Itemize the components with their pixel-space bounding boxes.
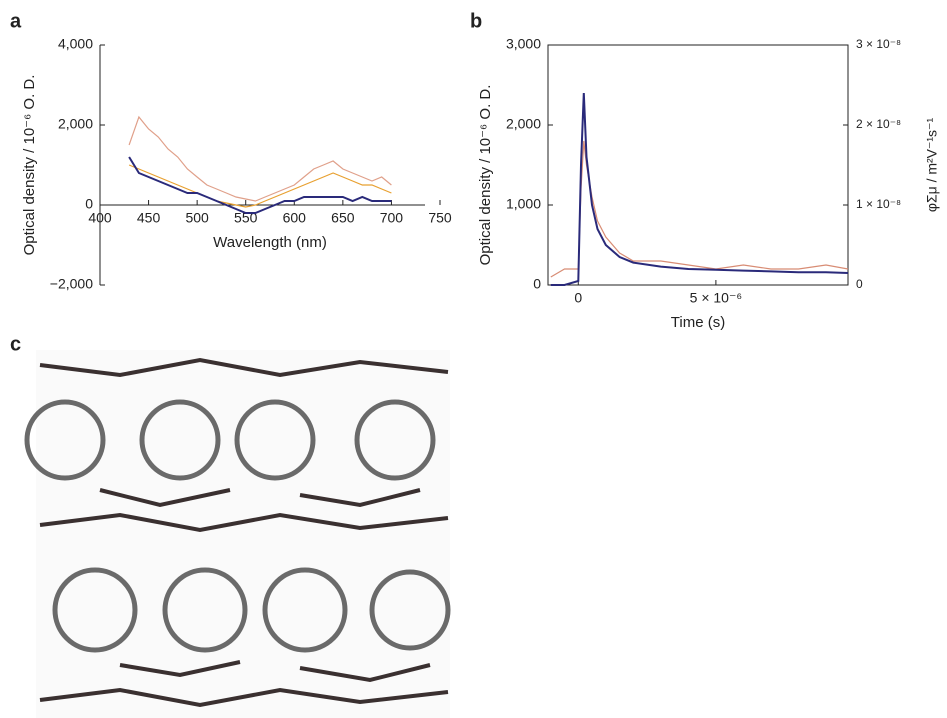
y2-axis-title: φΣμ / m²V⁻¹s⁻¹ [924, 118, 940, 213]
y-axis-title: Optical density / 10⁻⁶ O. D. [477, 85, 494, 266]
panel-label: b [470, 10, 482, 32]
x-tick-label: 5 × 10⁻⁶ [690, 290, 742, 306]
data-line [550, 140, 849, 278]
x-tick-label: 400 [88, 210, 112, 226]
y-tick-label: 4,000 [58, 36, 93, 52]
x-tick-label: 750 [428, 210, 452, 226]
y-tick-label: 2,000 [506, 116, 541, 132]
panel-label: c [10, 333, 21, 355]
data-line [550, 92, 849, 286]
x-tick-label: 600 [283, 210, 307, 226]
porphyrins [39, 357, 449, 708]
panel-label: a [10, 10, 22, 32]
x-tick-label: 0 [574, 290, 582, 306]
image-bg [36, 350, 450, 718]
y-tick-label: 0 [533, 276, 541, 292]
y2-tick-label: 3 × 10⁻⁸ [856, 37, 901, 51]
y2-tick-label: 1 × 10⁻⁸ [856, 197, 901, 211]
x-tick-label: 500 [185, 210, 209, 226]
fullerenes [24, 399, 451, 653]
y-axis-title: Optical density / 10⁻⁶ O. D. [21, 75, 38, 256]
y-tick-label: 0 [85, 196, 93, 212]
y-tick-label: 1,000 [506, 196, 541, 212]
data-line [128, 156, 392, 214]
x-axis-title: Time (s) [671, 314, 725, 331]
y-tick-label: −2,000 [50, 276, 93, 292]
y2-tick-label: 0 [856, 277, 863, 291]
x-tick-label: 450 [137, 210, 161, 226]
data-line [128, 164, 392, 208]
y2-tick-label: 2 × 10⁻⁸ [856, 117, 901, 131]
y-tick-label: 2,000 [58, 116, 93, 132]
x-axis-title: Wavelength (nm) [213, 234, 327, 251]
x-tick-label: 700 [380, 210, 404, 226]
crystal-structure [24, 350, 451, 718]
plot-frame [547, 44, 849, 286]
data-line [128, 115, 392, 202]
y-tick-label: 3,000 [506, 36, 541, 52]
x-tick-label: 650 [331, 210, 355, 226]
